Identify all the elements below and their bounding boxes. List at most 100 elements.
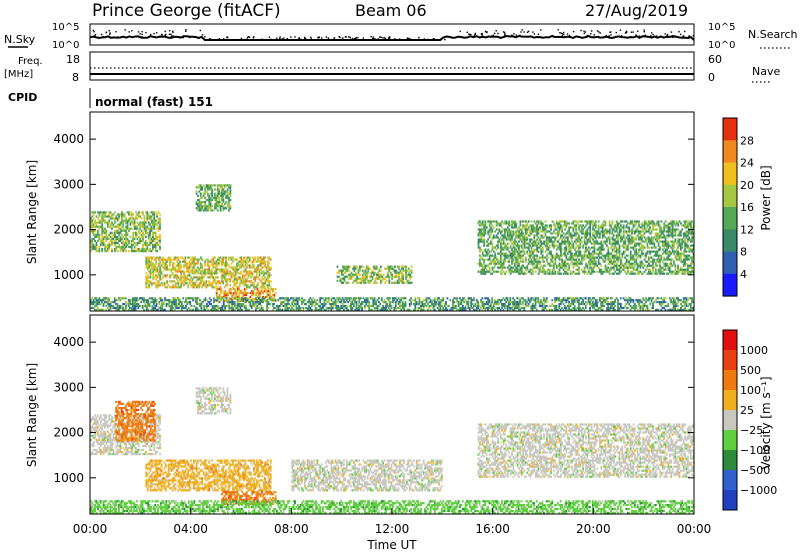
echo-cell	[546, 246, 548, 249]
echo-cell	[398, 275, 400, 278]
echo-cell	[685, 242, 688, 245]
echo-cell	[199, 282, 202, 285]
nsearch-dot	[523, 31, 525, 33]
echo-cell	[561, 228, 564, 231]
echo-cell	[137, 215, 140, 218]
echo-cell	[126, 221, 129, 224]
echo-cell	[236, 258, 238, 261]
echo-cell	[139, 225, 142, 228]
echo-cell	[484, 230, 487, 233]
echo-cell	[125, 235, 127, 238]
echo-cell	[592, 260, 594, 263]
echo-cell	[201, 258, 204, 261]
echo-cell	[147, 223, 150, 226]
echo-cell	[597, 270, 600, 273]
echo-cell	[261, 286, 264, 289]
echo-cell	[395, 269, 398, 272]
nsearch-dot	[377, 38, 379, 40]
echo-cell	[174, 276, 177, 279]
echo-cell	[582, 224, 585, 227]
echo-cell	[499, 250, 502, 253]
echo-cell	[558, 226, 561, 229]
echo-cell	[187, 274, 190, 277]
echo-cell	[197, 284, 199, 287]
echo-cell	[583, 270, 586, 273]
echo-cell	[643, 236, 646, 239]
station-title: Prince George (fitACF)	[92, 1, 281, 21]
echo-cell	[608, 236, 611, 239]
echo-cell	[608, 270, 611, 273]
echo-cell	[512, 230, 515, 233]
echo-cell	[143, 250, 146, 253]
echo-cell	[233, 282, 236, 285]
freq-tick-bottom: 8	[72, 71, 79, 84]
echo-cell	[483, 232, 485, 235]
echo-cell	[513, 268, 516, 271]
echo-cell	[153, 237, 156, 240]
echo-cell	[246, 272, 248, 275]
echo-cell	[656, 234, 659, 237]
nsearch-dot	[164, 35, 166, 37]
echo-cell	[547, 240, 550, 243]
echo-cell	[381, 277, 384, 280]
echo-cell	[639, 260, 642, 263]
echo-cell	[661, 236, 664, 239]
echo-cell	[675, 252, 678, 255]
echo-cell	[363, 271, 365, 274]
echo-cell	[269, 280, 272, 283]
echo-cell	[614, 224, 617, 227]
echo-cell	[260, 258, 262, 261]
echo-cell	[565, 264, 568, 267]
echo-cell	[240, 258, 243, 261]
nsearch-dot	[379, 36, 381, 38]
echo-cell	[218, 205, 220, 208]
echo-cell	[640, 250, 643, 253]
echo-cell	[511, 242, 513, 245]
echo-cell	[534, 242, 537, 245]
nsearch-dot	[278, 38, 281, 40]
echo-cell	[487, 242, 490, 245]
echo-cell	[115, 229, 118, 232]
echo-cell	[656, 228, 659, 231]
echo-cell	[667, 222, 670, 225]
nsky-label: N.Sky	[4, 33, 36, 46]
echo-cell	[215, 196, 218, 199]
echo-cell	[547, 252, 550, 255]
echo-cell	[112, 233, 115, 236]
echo-cell	[108, 219, 111, 222]
echo-cell	[659, 228, 661, 231]
echo-cell	[111, 239, 113, 242]
echo-cell	[153, 268, 156, 271]
echo-cell	[206, 260, 209, 263]
nsearch-dot	[137, 31, 140, 33]
echo-cell	[212, 256, 215, 259]
echo-cell	[174, 284, 177, 287]
echo-cell	[125, 243, 127, 247]
echo-cell	[353, 267, 356, 270]
echo-cell	[208, 198, 211, 202]
echo-cell	[667, 252, 670, 255]
echo-cell	[677, 254, 679, 257]
echo-cell	[632, 238, 635, 241]
echo-cell	[265, 299, 267, 302]
nsearch-dot	[504, 34, 506, 36]
echo-cell	[121, 241, 123, 245]
echo-cell	[483, 260, 485, 263]
echo-cell	[642, 266, 645, 269]
echo-cell	[216, 262, 219, 265]
echo-cell	[145, 276, 148, 279]
echo-cell	[206, 272, 209, 275]
echo-cell	[548, 238, 551, 241]
echo-cell	[391, 277, 393, 280]
echo-cell	[691, 262, 693, 265]
echo-cell	[239, 264, 241, 267]
echo-cell	[410, 275, 413, 278]
echo-cell	[546, 260, 548, 263]
echo-cell	[666, 252, 668, 255]
echo-cell	[102, 215, 105, 218]
echo-cell	[242, 295, 245, 299]
echo-cell	[112, 213, 115, 216]
echo-cell	[255, 299, 257, 302]
echo-cell	[497, 252, 499, 255]
echo-cell	[377, 273, 379, 276]
